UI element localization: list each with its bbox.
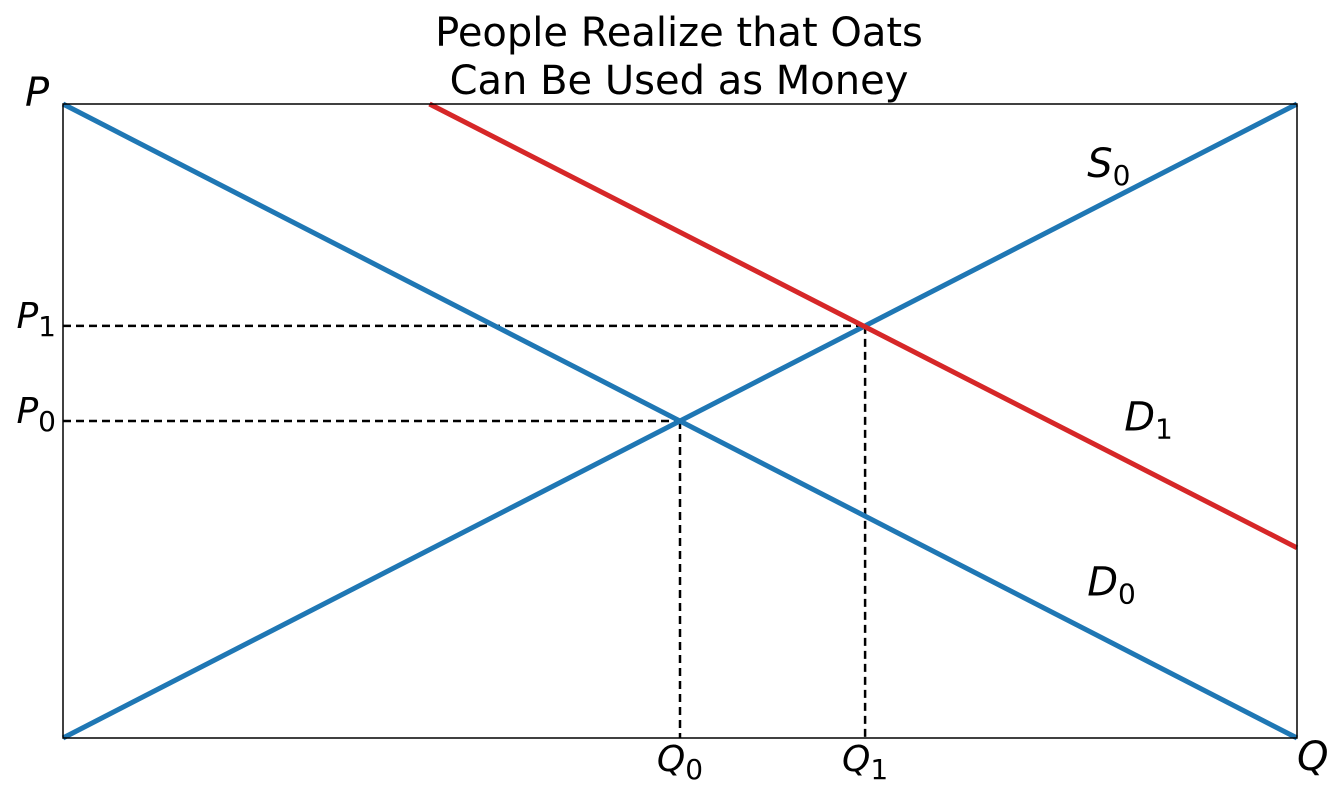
y-tick-label-0-subscript: 0: [38, 405, 56, 438]
chart-title-line-2: Can Be Used as Money: [450, 58, 909, 104]
x-tick-label-1: Q1: [842, 739, 888, 786]
y-tick-label-1-subscript: 1: [38, 310, 56, 343]
x-tick-label-0-subscript: 0: [685, 753, 703, 786]
curve-label-d1-subscript: 1: [1155, 413, 1173, 446]
y-tick-label-0-base: P: [16, 391, 38, 432]
curve-label-s0: S0: [1087, 141, 1130, 192]
curve-label-d0-base: D: [1087, 559, 1118, 605]
y-axis-label: P: [25, 70, 50, 116]
y-tick-label-0: P0: [16, 391, 56, 438]
chart-title-line-1: People Realize that Oats: [435, 10, 923, 56]
x-tick-label-1-subscript: 1: [870, 753, 888, 786]
y-tick-label-1: P1: [16, 296, 56, 343]
curve-d1: [428, 101, 1299, 551]
plot-frame: [62, 103, 1298, 739]
x-axis-label: Q: [1297, 734, 1328, 780]
curve-d0: [61, 101, 1299, 741]
curve-label-d1-base: D: [1124, 395, 1155, 441]
x-tick-label-0-base: Q: [657, 739, 685, 780]
y-tick-label-1-base: P: [16, 296, 38, 337]
curve-label-s0-subscript: 0: [1113, 159, 1131, 192]
x-tick-label-0: Q0: [657, 739, 703, 786]
curve-label-d0-subscript: 0: [1118, 577, 1136, 610]
curve-label-s0-base: S: [1087, 141, 1112, 187]
curve-label-d0: D0: [1087, 559, 1136, 610]
curve-label-d1: D1: [1124, 395, 1173, 446]
x-tick-label-1-base: Q: [842, 739, 870, 780]
